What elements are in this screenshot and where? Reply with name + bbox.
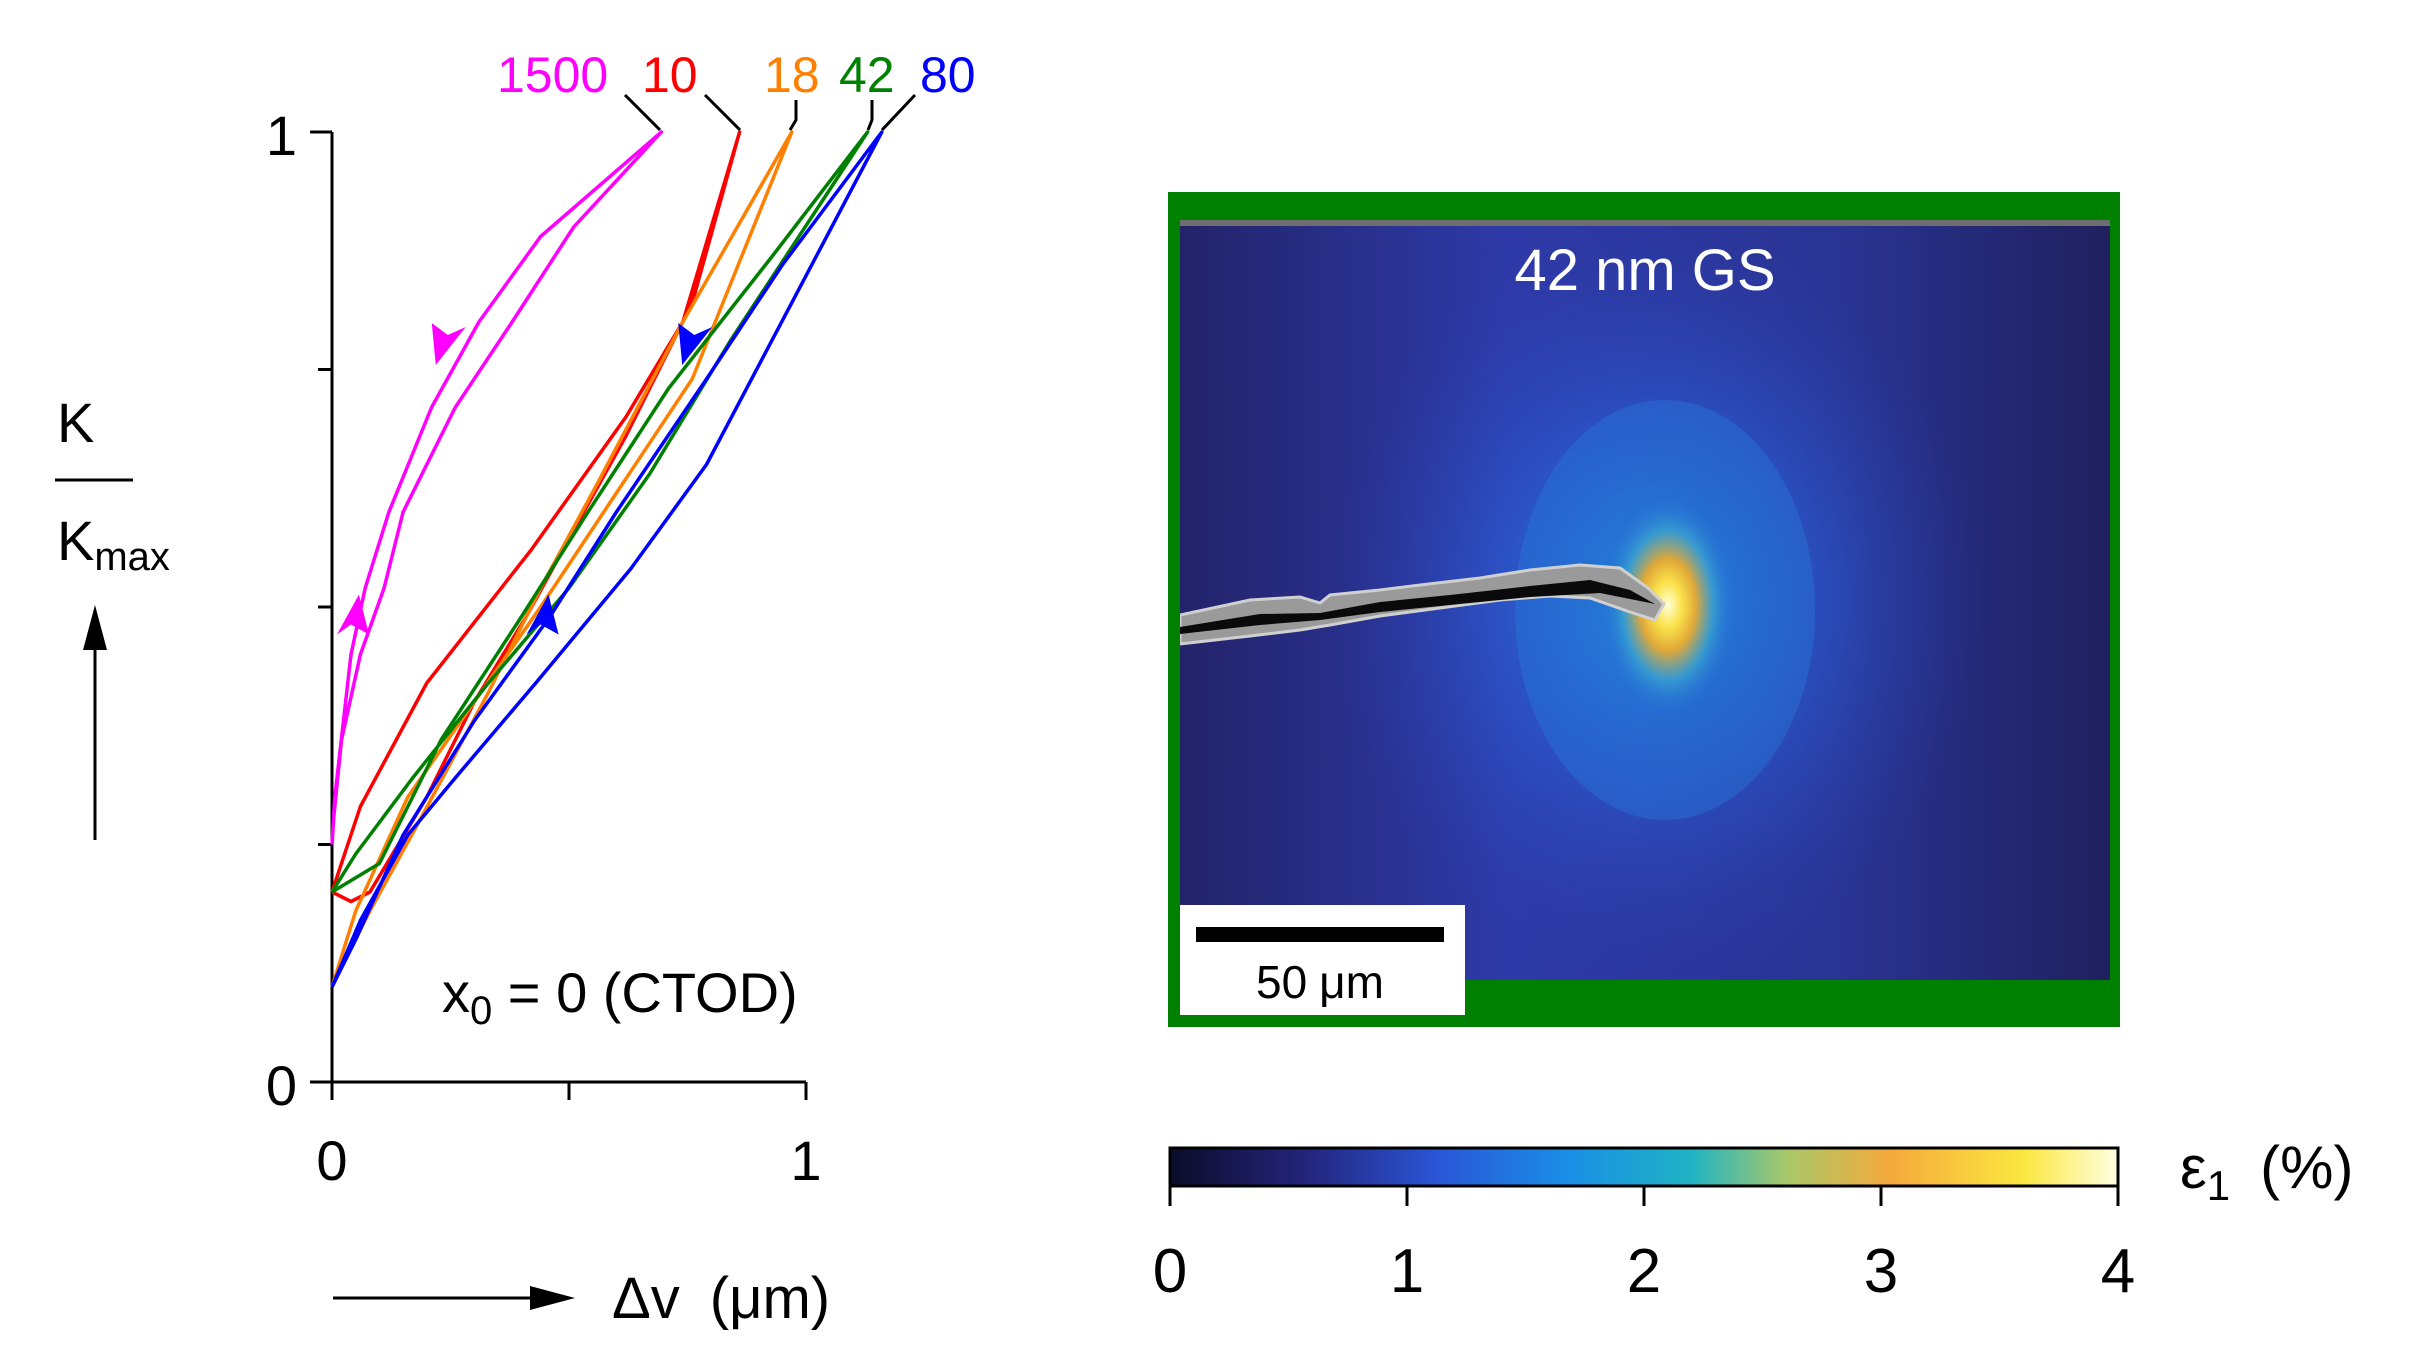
y-label-numerator: K bbox=[57, 391, 94, 454]
crack-tip-hot-spot bbox=[1598, 490, 1738, 720]
series-line-1500 bbox=[330, 130, 664, 845]
y-label-denominator: Kmax bbox=[57, 509, 170, 579]
arrow-1500-down bbox=[431, 323, 466, 365]
colorbar-label: ε1 (%) bbox=[2180, 1134, 2353, 1209]
colorbar-tick-label-0: 0 bbox=[1153, 1237, 1187, 1306]
scale-bar-box bbox=[1180, 905, 1465, 1015]
colorbar-tick-label-4: 4 bbox=[2101, 1237, 2135, 1306]
colorbar-tick-label-1: 1 bbox=[1390, 1237, 1424, 1306]
legend-1500: 1500 bbox=[497, 47, 608, 103]
series-line-18 bbox=[330, 130, 794, 988]
direction-arrows bbox=[336, 323, 713, 635]
legend-leaders bbox=[623, 93, 917, 132]
series-line-10 bbox=[330, 130, 742, 904]
legend-18: 18 bbox=[764, 47, 820, 103]
colorbar-ticks bbox=[1168, 1186, 2120, 1206]
y-tick-label-1: 1 bbox=[266, 104, 297, 167]
series-line-42 bbox=[330, 130, 870, 894]
k-vs-dv-chart: 0 1 0 1 1500 10 18 42 80 K Kmax Δv (μm) bbox=[55, 47, 976, 1331]
x-tick-label-0: 0 bbox=[316, 1129, 347, 1192]
colorbar-tick-label-3: 3 bbox=[1864, 1237, 1898, 1306]
scale-bar bbox=[1196, 927, 1444, 942]
image-label: 42 nm GS bbox=[1514, 238, 1775, 303]
scale-bar-label: 50 μm bbox=[1256, 956, 1384, 1008]
colorbar-tick-label-2: 2 bbox=[1627, 1237, 1661, 1306]
legend-10: 10 bbox=[642, 47, 698, 103]
strain-map-image: 50 μm 42 nm GS bbox=[1168, 192, 2120, 1027]
arrow-80-down bbox=[678, 323, 713, 365]
y-axis-arrow bbox=[83, 605, 107, 840]
colorbar-gradient bbox=[1168, 1146, 2120, 1188]
colorbar: 0 1 2 3 4 ε1 (%) bbox=[1153, 1134, 2354, 1306]
series-group bbox=[330, 130, 884, 988]
legend-80: 80 bbox=[920, 47, 976, 103]
ctod-annotation: x0 = 0 (CTOD) bbox=[442, 961, 798, 1033]
arrow-1500-up bbox=[336, 594, 369, 635]
x-axis-arrow bbox=[333, 1286, 575, 1310]
x-label: Δv (μm) bbox=[612, 1266, 830, 1331]
y-tick-label-0: 0 bbox=[266, 1054, 297, 1117]
chart-axes bbox=[310, 130, 808, 1100]
legend-42: 42 bbox=[839, 47, 895, 103]
arrow-80-up bbox=[526, 594, 559, 635]
x-tick-label-1: 1 bbox=[790, 1129, 821, 1192]
series-line-80 bbox=[330, 130, 884, 988]
